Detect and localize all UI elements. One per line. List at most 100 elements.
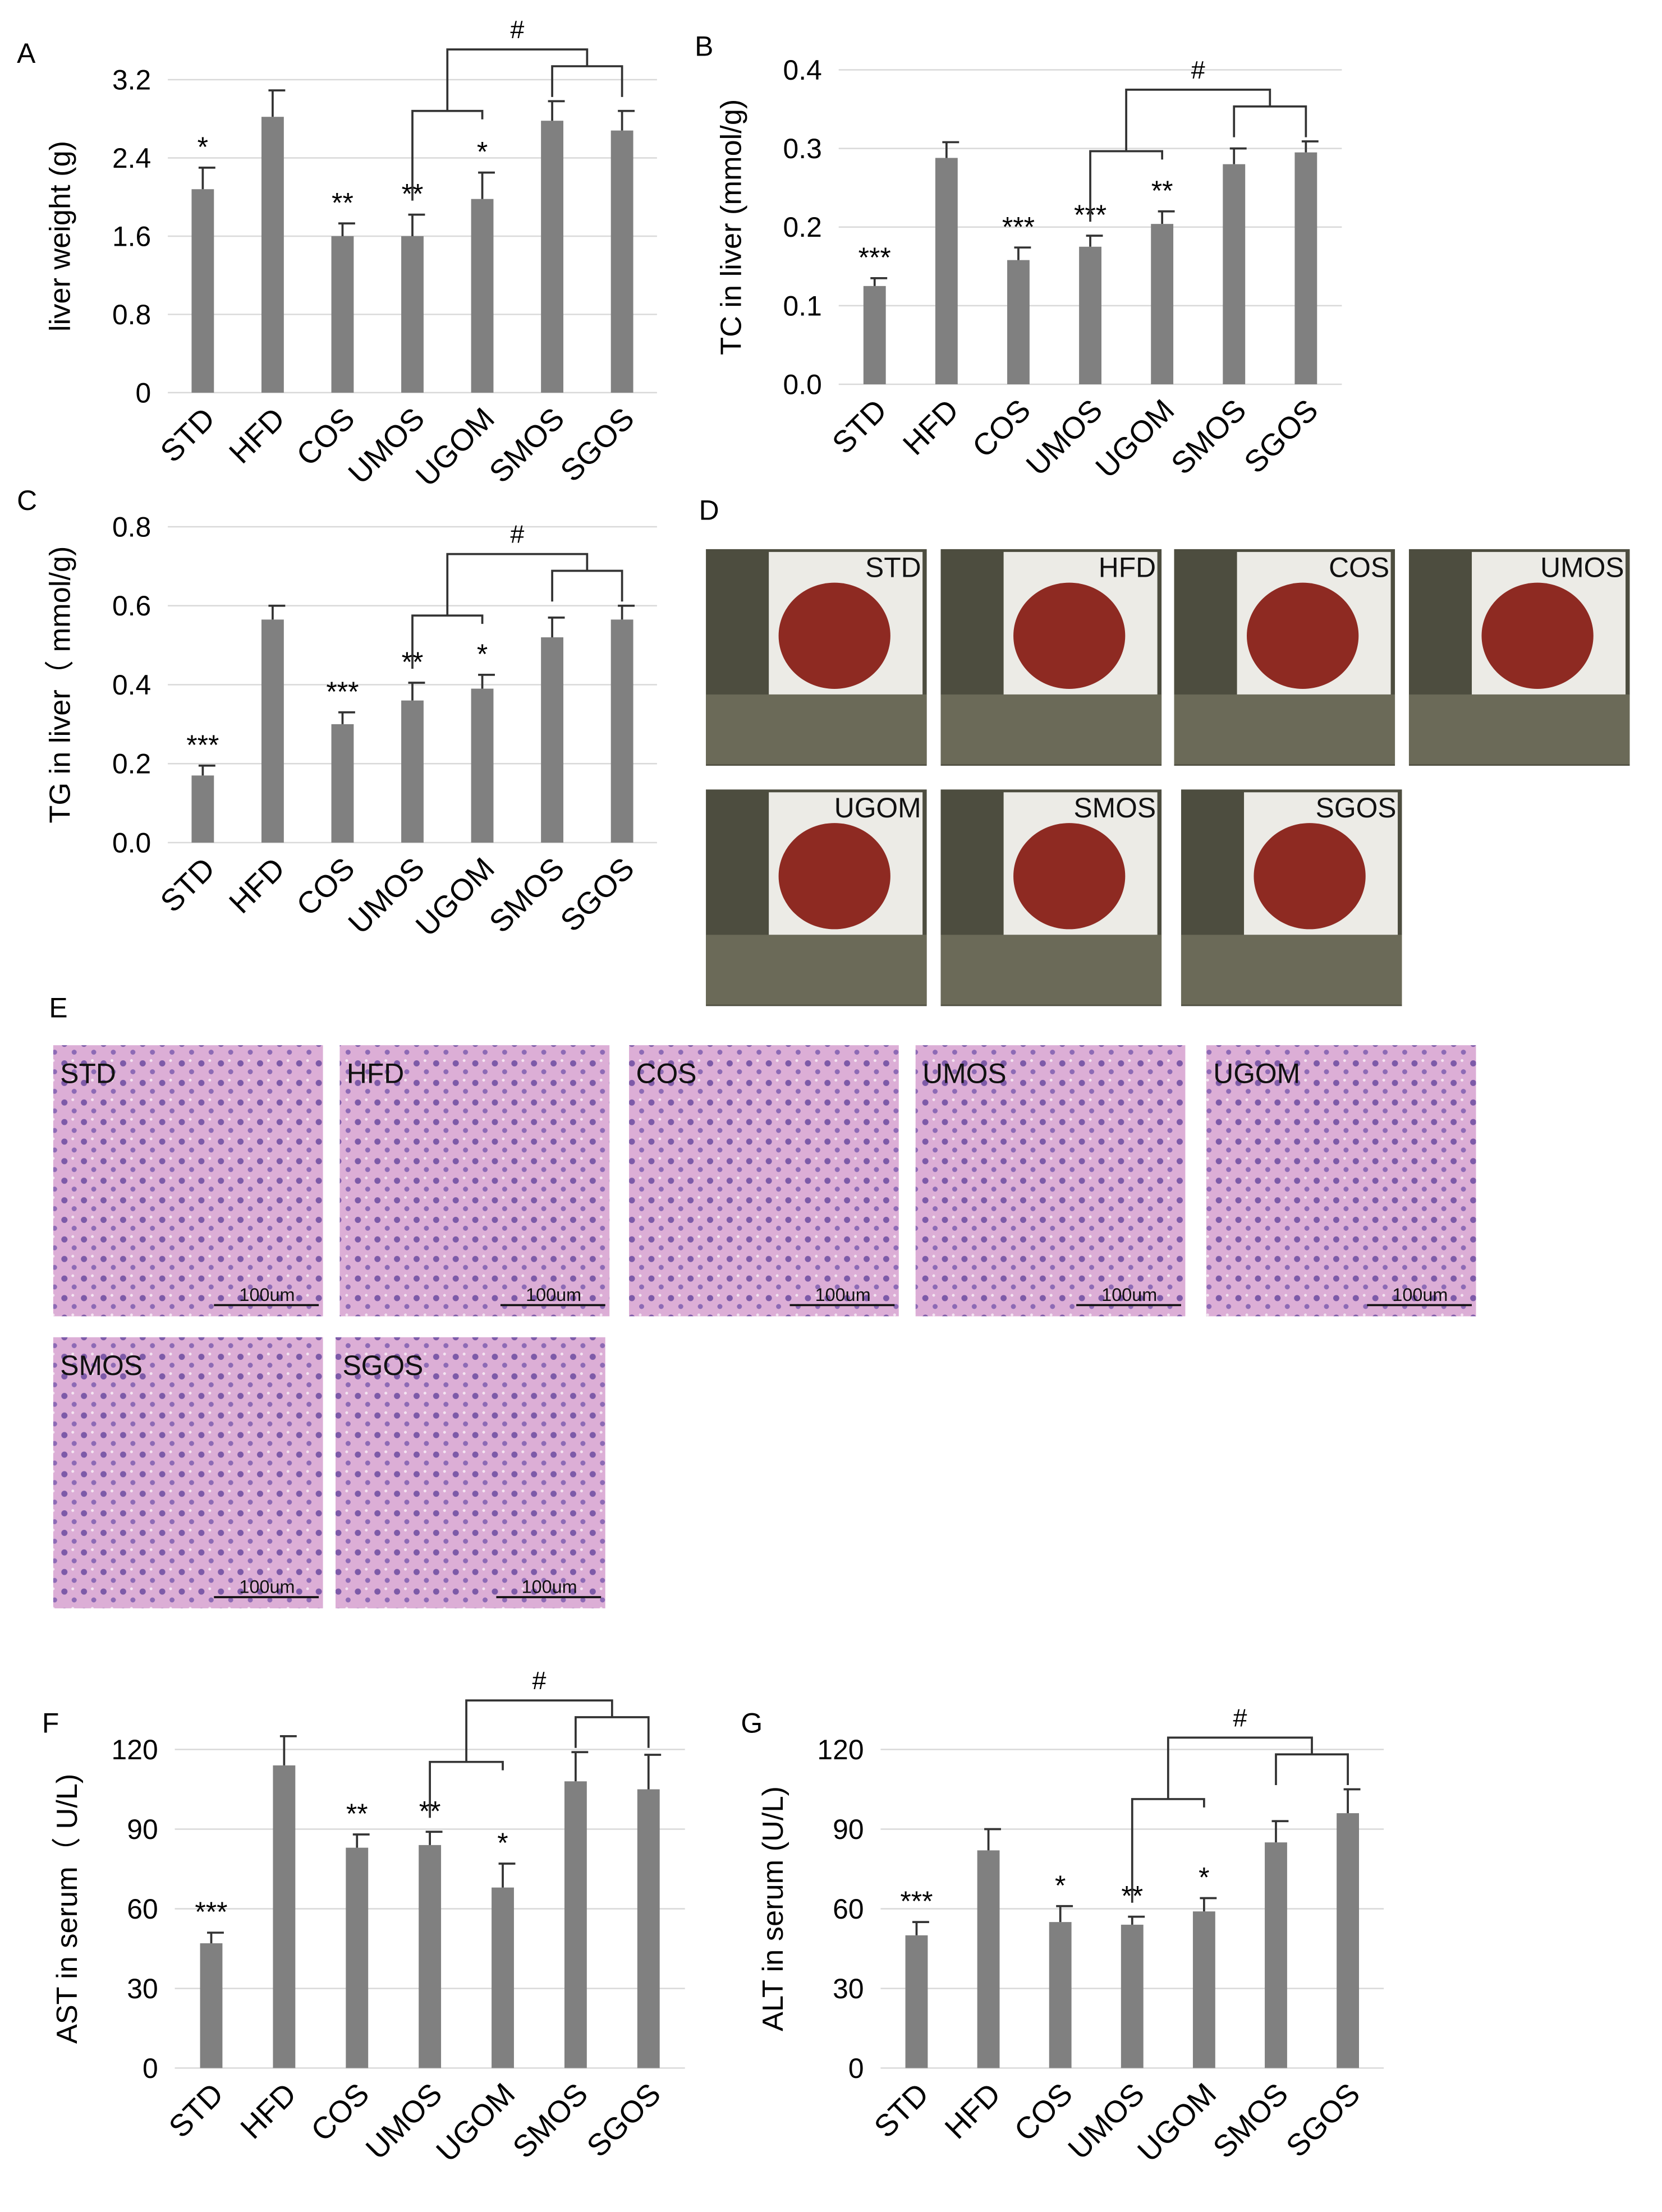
error-bar [207,1932,224,1943]
error-bar [352,1833,370,1848]
x-tick-label: UMOS [1061,2076,1151,2166]
error-bar [1200,1897,1217,1912]
liver [778,582,890,689]
significance-label: *** [195,1896,227,1928]
bracket-label: # [532,1666,546,1695]
significance-label: * [1055,1870,1066,1901]
liver [1013,823,1126,930]
error-bar [1128,1915,1145,1925]
x-tick-label: SGOS [553,401,641,488]
histology-image [1206,1045,1476,1317]
y-tick-label: 0.4 [783,54,822,86]
y-tick-label: 0.0 [783,369,822,400]
bar [261,619,284,843]
ruler [706,935,927,1005]
significance-label: ** [1151,175,1173,206]
error-bar [571,1751,589,1782]
error-bar [478,171,495,199]
photo-label: SGOS [342,1350,423,1381]
error-bar [1229,147,1247,164]
y-tick-label: 0.2 [783,211,822,243]
y-tick-label: 30 [833,1973,864,2004]
y-tick-label: 0.6 [112,590,151,622]
x-tick-label: STD [153,850,221,918]
bar [637,1789,660,2068]
error-bar [268,89,286,117]
y-axis-title: liver weight (g) [44,141,77,332]
panel-label: F [42,1708,59,1739]
bracket [551,569,623,602]
bracket [575,1716,650,1748]
photo-label: UMOS [1540,552,1624,583]
bar [419,1845,442,2068]
bar [977,1850,1000,2068]
error-bar [548,100,565,121]
panel-label: A [17,38,36,69]
bar [1121,1924,1144,2068]
liver [1254,823,1366,930]
bar [471,688,494,843]
ruler [1181,935,1402,1005]
error-bar [984,1828,1001,1851]
error-bar [618,109,635,131]
bar [191,189,214,393]
significance-label: * [477,136,488,168]
histology-image [336,1337,605,1608]
x-tick-label: SMOS [483,850,571,939]
scale-bar-label: 100um [239,1285,295,1305]
x-tick-label: SMOS [1206,2076,1294,2165]
liver [1247,582,1359,689]
x-tick-label: HFD [222,850,291,919]
bracket [446,553,589,616]
x-tick-label: SMOS [506,2076,594,2165]
bar [1079,246,1101,384]
error-bar [268,604,286,620]
bracket [429,1760,504,1818]
y-tick-label: 0 [143,2053,158,2084]
bar [905,1935,928,2068]
bar [401,236,424,393]
bracket [1089,150,1164,222]
error-bar [618,604,635,620]
error-bar [1301,140,1319,153]
panel-label: D [699,495,719,526]
y-tick-label: 0 [136,377,151,408]
error-bar [338,711,355,724]
bar [1049,1922,1072,2068]
significance-label: *** [1002,211,1035,242]
photo-label: SMOS [60,1350,143,1381]
bar [273,1765,296,2068]
x-tick-label: STD [153,401,221,468]
histology-image [629,1045,899,1317]
y-tick-label: 0.3 [783,133,822,164]
error-bar [198,764,215,776]
scale-bar-label: 100um [1392,1285,1448,1305]
ruler [940,694,1162,765]
x-tick-label: UGOM [429,2076,521,2168]
error-bar [1014,246,1031,260]
photo-label: STD [865,552,921,583]
bracket [446,48,589,111]
bar [610,619,633,843]
y-tick-label: 0.8 [112,299,151,330]
y-tick-label: 120 [112,1734,158,1765]
error-bar [942,141,959,158]
photo-label: UGOM [834,792,921,824]
error-bar [1086,234,1103,247]
bar [1007,260,1030,384]
bar [346,1847,369,2068]
scale-bar-label: 100um [526,1285,581,1305]
panel-label: E [49,992,67,1023]
bar [471,199,494,393]
y-tick-label: 60 [127,1893,158,1925]
x-tick-label: SMOS [1164,392,1253,481]
x-tick-label: HFD [222,401,291,470]
histology-image [915,1045,1186,1317]
panel-label: B [695,31,713,62]
scale-bar-label: 100um [815,1285,871,1305]
bar [935,158,958,384]
y-tick-label: 0.4 [112,669,151,701]
bar [1192,1911,1215,2068]
ruler [940,935,1162,1005]
error-bar [198,167,215,190]
